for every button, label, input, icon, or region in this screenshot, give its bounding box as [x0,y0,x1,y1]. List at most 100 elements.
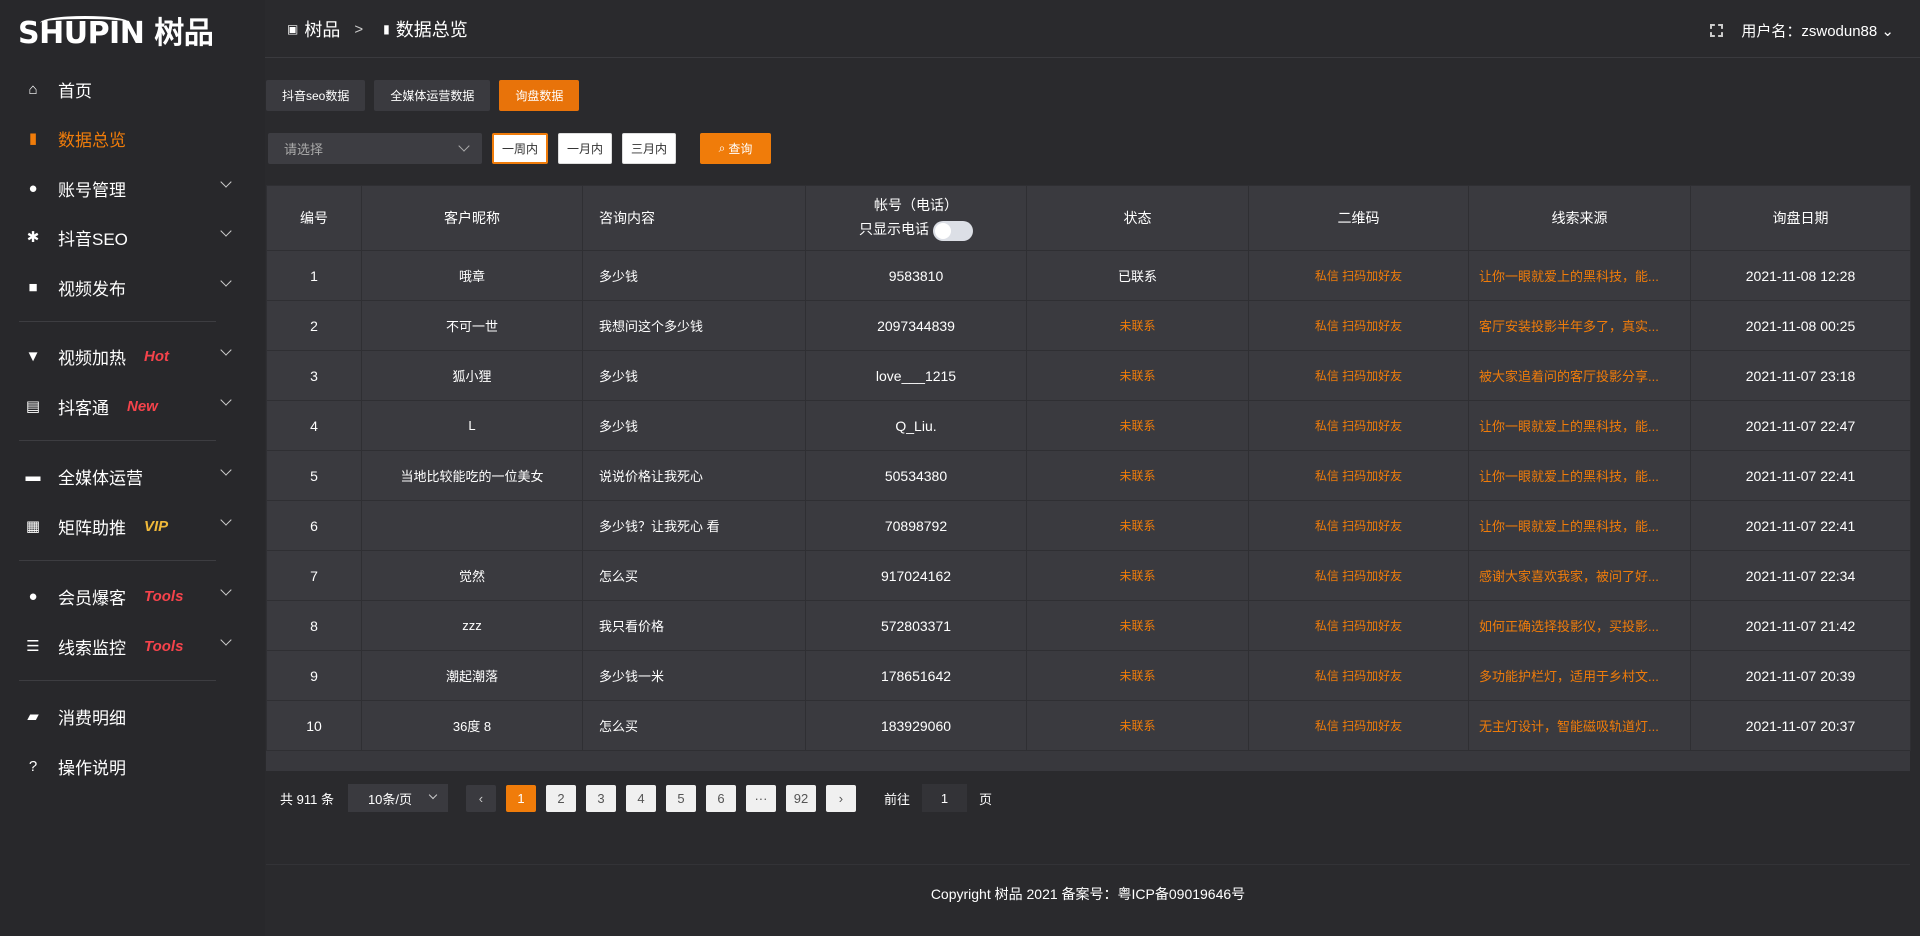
prev-page-button[interactable]: ‹ [465,784,496,812]
table-row: 10 36度 8 怎么买 183929060 未联系 私信 扫码加好友 无主灯设… [266,700,1911,751]
cell-date: 2021-11-07 23:18 [1690,350,1911,401]
cell-source-link[interactable]: 让你一眼就爱上的黑科技，能... [1468,250,1691,301]
qr-add-friend-link[interactable]: 私信 扫码加好友 [1248,350,1469,401]
sidebar-badge: New [127,397,158,415]
home-icon: ⌂ [28,80,38,98]
page-button[interactable]: 92 [785,784,816,812]
cell-name: zzz [361,600,583,651]
goto-page-input[interactable]: 1 [921,784,967,812]
qr-add-friend-link[interactable]: 私信 扫码加好友 [1248,650,1469,701]
qr-add-friend-link[interactable]: 私信 扫码加好友 [1248,250,1469,301]
sidebar-item-9[interactable]: ● 会员爆客 Tools [24,581,232,611]
cell-source-link[interactable]: 被大家追着问的客厅投影分享... [1468,350,1691,401]
breadcrumb-root[interactable]: 树品 [304,20,341,40]
next-page-button[interactable]: › [825,784,856,812]
table-row: 3 狐小狸 多少钱 love___1215 未联系 私信 扫码加好友 被大家追着… [266,350,1911,401]
cell-source-link[interactable]: 客厅安装投影半年多了，真实... [1468,300,1691,351]
channel-select[interactable]: 请选择 [268,133,482,164]
sidebar-item-12[interactable]: ? 操作说明 [24,751,230,781]
header: ▣ 树品 > ▮ 数据总览 用户名：zswodun88 ⌄ [265,0,1920,58]
cell-status: 未联系 [1026,400,1249,451]
cell-content: 多少钱 [582,350,806,401]
sidebar-badge: Tools [144,637,184,655]
chevron-down-icon [220,275,232,287]
cell-date: 2021-11-07 22:47 [1690,400,1911,451]
sidebar-badge: VIP [144,517,169,535]
cell-id: 3 [266,350,362,401]
sidebar-item-8[interactable]: ▦ 矩阵助推 VIP [24,511,232,541]
pagination: 共 911 条 10条/页 ‹ 1 2 3 4 5 6 ··· 92 › 前往 1 页 [280,784,992,812]
qr-add-friend-link[interactable]: 私信 扫码加好友 [1248,700,1469,751]
page-size-select[interactable]: 10条/页 [347,784,448,812]
chevron-down-icon [220,634,232,646]
page-button[interactable]: 4 [625,784,656,812]
qr-add-friend-link[interactable]: 私信 扫码加好友 [1248,450,1469,501]
footer-copyright: Copyright 树品 2021 备案号：粤ICP备09019646号 [930,886,1246,902]
qr-add-friend-link[interactable]: 私信 扫码加好友 [1248,500,1469,551]
tab-0[interactable]: 抖音seo数据 [266,80,366,111]
qr-add-friend-link[interactable]: 私信 扫码加好友 [1248,600,1469,651]
member-icon: ● [28,587,38,605]
page-suffix: 页 [978,791,992,807]
sidebar-item-4[interactable]: ■ 视频发布 [24,272,232,302]
tab-1[interactable]: 全媒体运营数据 [374,80,491,111]
cell-id: 6 [266,500,362,551]
cell-content: 多少钱？让我死心 看 [582,500,806,551]
chat-icon: ▤ [25,398,41,415]
qr-add-friend-link[interactable]: 私信 扫码加好友 [1248,400,1469,451]
cell-content: 我只看价格 [582,600,806,651]
cell-date: 2021-11-07 22:41 [1690,500,1911,551]
goto-label: 前往 [883,791,910,807]
user-menu[interactable]: 用户名：zswodun88 ⌄ [1741,20,1894,41]
cell-source-link[interactable]: 多功能护栏灯，适用于乡村文... [1468,650,1691,701]
sidebar-item-6[interactable]: ▤ 抖客通 New [24,391,232,421]
cell-name: 当地比较能吃的一位美女 [361,450,583,501]
cell-source-link[interactable]: 让你一眼就爱上的黑科技，能... [1468,500,1691,551]
sidebar-item-0[interactable]: ⌂ 首页 [24,74,230,104]
query-button[interactable]: ⌕ 查询 [700,133,772,164]
page-button[interactable]: 6 [705,784,736,812]
page-button[interactable]: 5 [665,784,696,812]
cell-source-link[interactable]: 如何正确选择投影仪，买投影... [1468,600,1691,651]
phone-only-toggle[interactable] [933,220,973,241]
tab-2[interactable]: 询盘数据 [499,80,580,111]
sidebar-item-11[interactable]: ▰ 消费明细 [24,701,230,731]
page-button[interactable]: 1 [505,784,536,812]
logo: SHUPIN 树品 [18,16,253,52]
cell-account: 917024162 [805,550,1027,601]
cell-id: 2 [266,300,362,351]
sidebar-item-7[interactable]: ▬ 全媒体运营 [24,461,232,491]
qr-add-friend-link[interactable]: 私信 扫码加好友 [1248,300,1469,351]
page-button[interactable]: ··· [745,784,776,812]
sidebar-item-label: 首页 [58,81,92,101]
sidebar-item-10[interactable]: ☰ 线索监控 Tools [24,631,232,661]
sidebar: SHUPIN 树品 ⌂ 首页 ▮ 数据总览 ● 账号管理 ✱ 抖音SEO ■ 视频发布 ▼ 视频加热 H… [0,0,265,936]
sidebar-item-1[interactable]: ▮ 数据总览 [24,123,230,153]
period-button-2[interactable]: 三月内 [622,133,677,164]
chart-icon: ▣ [287,22,299,36]
period-button-1[interactable]: 一月内 [558,133,613,164]
qr-add-friend-link[interactable]: 私信 扫码加好友 [1248,550,1469,601]
sidebar-item-2[interactable]: ● 账号管理 [24,173,232,203]
cell-source-link[interactable]: 感谢大家喜欢我家，被问了好... [1468,550,1691,601]
cell-status: 未联系 [1026,650,1249,701]
inquiry-table: 编号 客户昵称 咨询内容 帐号（电话） 只显示电话 状态 二维码 线索来源 询盘日期 1 哦章 … [266,185,1911,771]
column-header: 二维码 [1248,185,1469,251]
cell-id: 9 [266,650,362,701]
page-button[interactable]: 2 [545,784,576,812]
period-button-0[interactable]: 一周内 [492,133,549,164]
logo-arc [40,16,130,30]
flag-icon: ▼ [25,347,41,365]
sidebar-item-label: 抖音SEO [58,229,128,249]
sidebar-item-3[interactable]: ✱ 抖音SEO [24,222,232,252]
cell-status: 未联系 [1026,500,1249,551]
cell-source-link[interactable]: 让你一眼就爱上的黑科技，能... [1468,400,1691,451]
sidebar-item-label: 账号管理 [58,180,126,200]
chevron-down-icon [220,514,232,526]
cell-source-link[interactable]: 让你一眼就爱上的黑科技，能... [1468,450,1691,501]
cell-date: 2021-11-07 21:42 [1690,600,1911,651]
page-button[interactable]: 3 [585,784,616,812]
sidebar-item-5[interactable]: ▼ 视频加热 Hot [24,341,232,371]
fullscreen-icon[interactable] [1710,24,1724,37]
cell-source-link[interactable]: 无主灯设计，智能磁吸轨道灯... [1468,700,1691,751]
